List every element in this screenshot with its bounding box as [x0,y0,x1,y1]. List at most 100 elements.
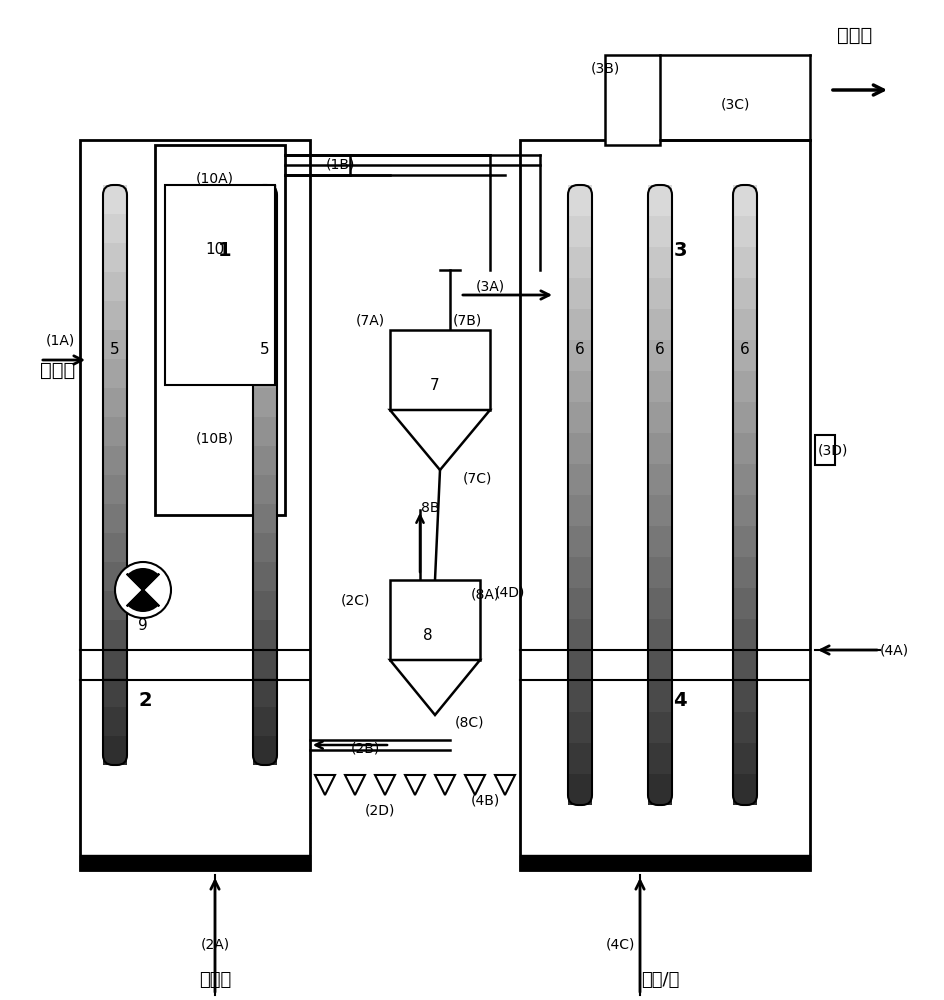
Text: 10: 10 [206,242,225,257]
Text: 4: 4 [673,690,687,710]
Bar [103,446,127,475]
Bar [253,446,277,475]
Polygon shape [435,775,455,795]
Bar [648,278,672,309]
Bar [103,620,127,649]
Bar [103,591,127,620]
Bar [733,495,757,526]
Bar [648,216,672,247]
Bar [648,340,672,371]
Bar [648,712,672,743]
Bar [648,309,672,340]
Bar [390,580,480,660]
Bar [253,214,277,243]
Bar [733,216,757,247]
Bar [390,330,490,410]
Bar [733,247,757,278]
Polygon shape [405,775,425,795]
Bar [253,562,277,591]
Bar [253,330,277,359]
Bar [103,214,127,243]
Text: 9: 9 [138,617,148,633]
Bar [253,707,277,736]
Bar [733,464,757,495]
Wedge shape [127,590,159,612]
Bar [568,185,592,216]
Bar [103,562,127,591]
Bar [253,475,277,504]
Bar [103,243,127,272]
Bar [80,140,310,870]
Text: (4C): (4C) [605,938,634,952]
Text: 空气/氧: 空气/氧 [641,971,679,989]
Text: (8A): (8A) [470,588,499,602]
Text: (4D): (4D) [495,586,525,600]
Text: (7B): (7B) [452,313,481,327]
Bar [103,475,127,504]
Circle shape [115,562,171,618]
Polygon shape [315,775,335,795]
Polygon shape [495,775,515,795]
Bar [253,185,277,214]
Text: (3D): (3D) [818,443,849,457]
Bar [80,855,310,870]
Bar [733,774,757,805]
Bar [155,145,285,515]
Bar [568,495,592,526]
Bar [253,533,277,562]
Bar [103,649,127,678]
Wedge shape [143,574,165,606]
Text: (2A): (2A) [200,938,229,952]
Bar [568,340,592,371]
Bar [648,619,672,650]
Bar [733,588,757,619]
Text: 8B: 8B [421,501,439,515]
Bar [648,588,672,619]
Bar [103,736,127,765]
Text: (8C): (8C) [455,715,485,729]
Bar [648,185,672,216]
Bar [648,526,672,557]
Bar [103,330,127,359]
Bar [103,707,127,736]
Bar [648,774,672,805]
Bar [103,678,127,707]
Bar [253,649,277,678]
Bar [520,140,810,870]
Text: (3A): (3A) [476,279,504,293]
Text: (2D): (2D) [364,803,396,817]
Polygon shape [390,660,480,715]
Bar [733,619,757,650]
Bar [648,743,672,774]
Text: 8: 8 [423,628,432,643]
Bar [253,243,277,272]
Wedge shape [121,574,143,606]
Bar [568,743,592,774]
Text: 水蝤气: 水蝤气 [199,971,231,989]
Text: 6: 6 [655,342,665,358]
Text: (4A): (4A) [880,643,909,657]
Bar [103,388,127,417]
Text: (3B): (3B) [590,61,619,75]
Polygon shape [375,775,395,795]
Text: (2B): (2B) [350,741,379,755]
Text: 7: 7 [430,377,440,392]
Bar [568,526,592,557]
Bar [648,402,672,433]
Bar [733,433,757,464]
Bar [733,650,757,681]
Bar [253,678,277,707]
Text: 6: 6 [740,342,750,358]
Bar [568,588,592,619]
Bar [648,371,672,402]
Text: (7A): (7A) [356,313,384,327]
Bar [733,371,757,402]
Text: 生物质: 生物质 [40,360,75,379]
Bar [568,681,592,712]
Bar [733,402,757,433]
Text: (1A): (1A) [45,333,75,347]
Bar [253,504,277,533]
Bar [568,774,592,805]
Bar [253,359,277,388]
Bar [648,557,672,588]
